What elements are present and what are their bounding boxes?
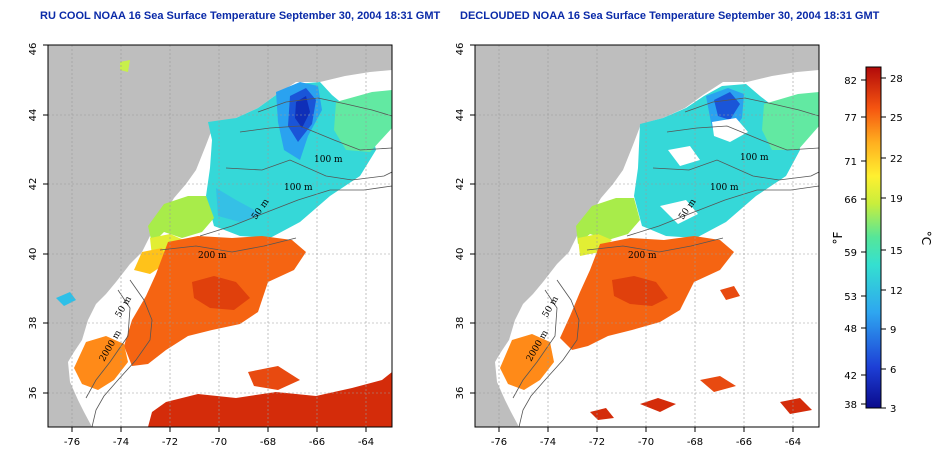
- land-mass: [475, 45, 819, 427]
- graticule: [48, 45, 392, 427]
- lon-tick-label: -66: [309, 437, 325, 448]
- celsius-tick-label: 9: [890, 325, 896, 336]
- temperature-colorbar: 82 77 71 66 59 53 48 42 38 28 25 22 19 1…: [831, 66, 933, 415]
- left-map-panel: 100 m 100 m 50 m 200 m 50 m 2000 m -76 -…: [28, 43, 393, 448]
- bathymetry-contours: [512, 97, 819, 427]
- right-map-panel: 100 m 100 m 50 m 200 m 50 m 2000 m -76 -…: [455, 43, 820, 448]
- fahrenheit-tick-label: 71: [844, 157, 857, 168]
- lon-tick-label: -76: [64, 437, 80, 448]
- lon-tick-label: -68: [687, 437, 703, 448]
- lat-axis: 36 38 40 42 44 46: [28, 43, 48, 400]
- fahrenheit-tick-label: 38: [844, 400, 857, 411]
- isobath-label-200m: 200 m: [198, 251, 227, 261]
- celsius-tick-label: 19: [890, 194, 903, 205]
- sst-patches: [500, 84, 819, 420]
- fahrenheit-tick-label: 77: [844, 113, 857, 124]
- lon-tick-label: -68: [260, 437, 276, 448]
- lon-tick-label: -70: [211, 437, 227, 448]
- isobath-label-100m-north: 100 m: [314, 155, 343, 165]
- isobath-label-100m-mid: 100 m: [284, 183, 313, 193]
- lon-tick-label: -74: [540, 437, 556, 448]
- lat-axis: 36 38 40 42 44 46: [455, 43, 475, 400]
- land-mass: [48, 45, 392, 427]
- lat-tick-label: 44: [455, 109, 466, 122]
- lon-axis: -76 -74 -72 -70 -68 -66 -64: [64, 427, 374, 448]
- fahrenheit-tick-label: 82: [844, 76, 857, 87]
- cloud-gaps: [660, 118, 748, 224]
- map-frame: [474, 44, 820, 428]
- lat-tick-label: 44: [28, 109, 39, 122]
- lon-tick-label: -72: [162, 437, 178, 448]
- fahrenheit-tick-label: 59: [844, 248, 857, 259]
- fahrenheit-tick-label: 66: [844, 195, 857, 206]
- isobath-label-200m: 200 m: [628, 251, 657, 261]
- celsius-unit-label: °C: [919, 231, 933, 245]
- lon-axis: -76 -74 -72 -70 -68 -66 -64: [491, 427, 801, 448]
- lat-tick-label: 36: [28, 387, 39, 400]
- lat-tick-label: 40: [28, 248, 39, 261]
- celsius-tick-label: 22: [890, 154, 903, 165]
- celsius-tick-label: 3: [890, 404, 896, 415]
- celsius-tick-label: 12: [890, 286, 903, 297]
- lon-tick-label: -64: [785, 437, 801, 448]
- lat-tick-label: 46: [28, 43, 39, 56]
- fahrenheit-tick-label: 42: [844, 371, 857, 382]
- celsius-tick-label: 25: [890, 113, 903, 124]
- lon-tick-label: -74: [113, 437, 129, 448]
- right-map-title: DECLOUDED NOAA 16 Sea Surface Temperatur…: [460, 10, 880, 22]
- lat-tick-label: 42: [28, 178, 39, 191]
- lon-tick-label: -72: [589, 437, 605, 448]
- celsius-tick-label: 15: [890, 246, 903, 257]
- celsius-tick-label: 28: [890, 74, 903, 85]
- fahrenheit-tick-label: 48: [844, 324, 857, 335]
- bathymetry-contours: [85, 97, 392, 427]
- map-frame: [47, 44, 393, 428]
- celsius-tick-label: 6: [890, 365, 896, 376]
- isobath-label-100m-mid: 100 m: [710, 183, 739, 193]
- colorbar-gradient: [865, 66, 882, 409]
- lat-tick-label: 38: [455, 317, 466, 330]
- lon-tick-label: -76: [491, 437, 507, 448]
- lat-tick-label: 36: [455, 387, 466, 400]
- isobath-label-100m-north: 100 m: [740, 153, 769, 163]
- fahrenheit-tick-label: 53: [844, 292, 857, 303]
- lat-tick-label: 42: [455, 178, 466, 191]
- left-map-title: RU COOL NOAA 16 Sea Surface Temperature …: [40, 10, 441, 22]
- lon-tick-label: -64: [358, 437, 374, 448]
- fahrenheit-unit-label: °F: [831, 231, 845, 244]
- lat-tick-label: 40: [455, 248, 466, 261]
- lon-tick-label: -70: [638, 437, 654, 448]
- lat-tick-label: 46: [455, 43, 466, 56]
- lon-tick-label: -66: [736, 437, 752, 448]
- lat-tick-label: 38: [28, 317, 39, 330]
- graticule: [475, 45, 819, 427]
